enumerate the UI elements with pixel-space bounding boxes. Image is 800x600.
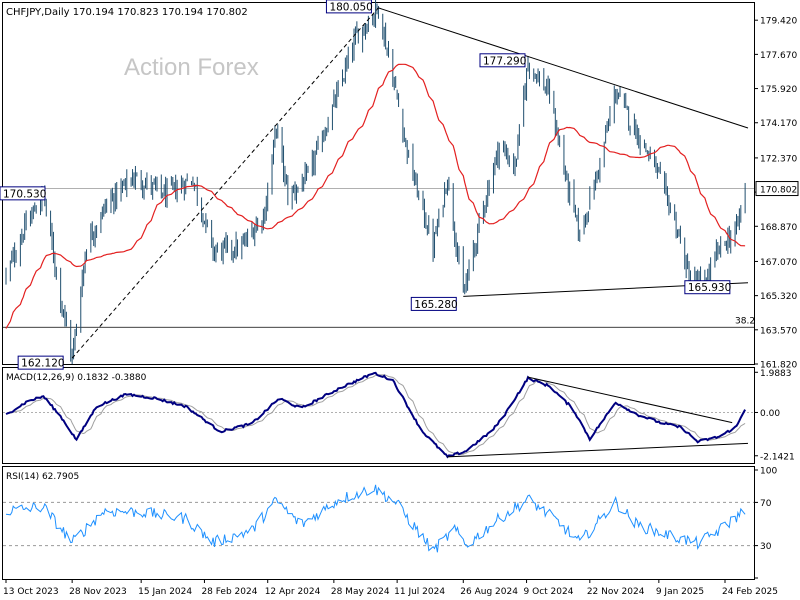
y-tick-label: 163.570 [760, 326, 797, 336]
macd-signal-line [5, 374, 746, 456]
rsi-tick-label: 30 [760, 542, 772, 552]
price-annotation: 180.050 [329, 1, 372, 13]
current-price-tag [755, 181, 799, 197]
price-annotation-box [684, 280, 731, 295]
fib-label: 38.2 [735, 316, 755, 326]
price-header: CHFJPY,Daily 170.194 170.823 170.194 170… [6, 7, 248, 18]
y-tick-label: 165.320 [760, 292, 797, 302]
macd-line [5, 371, 746, 459]
x-tick-label: 26 Aug 2024 [460, 587, 518, 597]
price-annotation-box [17, 355, 64, 370]
y-tick-label: 177.670 [760, 51, 797, 61]
macd-tick-label: -2.1421 [760, 452, 795, 462]
y-tick-label: 174.170 [760, 119, 797, 129]
macd-panel [2, 367, 755, 464]
x-tick-label: 24 Feb 2025 [722, 587, 778, 597]
x-tick-label: 11 Jul 2024 [394, 587, 445, 597]
macd-tick-label: 1.9883 [760, 369, 792, 379]
price-panel [2, 2, 755, 365]
x-tick-label: 9 Oct 2024 [524, 587, 574, 597]
current-price-label: 170.802 [760, 186, 797, 196]
price-annotation: 177.290 [483, 55, 526, 67]
price-annotation-box [0, 186, 46, 201]
price-annotation-box [479, 53, 526, 68]
price-annotation-box [325, 0, 372, 14]
macd-tick-label: 0.00 [760, 409, 780, 419]
price-annotation: 165.280 [414, 299, 457, 311]
price-annotation: 170.530 [3, 188, 46, 200]
trendline [378, 7, 749, 129]
x-tick-label: 13 Oct 2023 [3, 587, 59, 597]
x-tick-label: 28 Nov 2023 [69, 587, 127, 597]
x-tick-label: 28 May 2024 [331, 587, 390, 597]
y-tick-label: 172.370 [760, 154, 797, 164]
rsi-tick-label: 100 [760, 467, 777, 477]
macd-trendline [527, 376, 733, 424]
macd-trendline [447, 442, 749, 458]
x-tick-label: 28 Feb 2024 [201, 587, 257, 597]
y-tick-label: 161.820 [760, 361, 797, 371]
y-tick-label: 168.870 [760, 223, 797, 233]
x-tick-label: 12 Apr 2024 [265, 587, 321, 597]
price-annotation: 162.120 [21, 358, 64, 370]
x-tick-label: 15 Jan 2024 [138, 587, 192, 597]
watermark: Action Forex [124, 54, 259, 81]
x-tick-label: 22 Nov 2024 [587, 587, 645, 597]
macd-header: MACD(12,26,9) 0.1832 -0.3880 [6, 373, 147, 383]
y-tick-label: 175.920 [760, 85, 797, 95]
price-annotation-box [410, 296, 457, 311]
dashed-trendline [71, 7, 379, 359]
x-tick-label: 9 Jan 2025 [656, 587, 704, 597]
y-tick-label: 179.420 [760, 17, 797, 27]
rsi-header: RSI(14) 62.7905 [6, 472, 79, 482]
rsi-tick-label: 70 [760, 499, 772, 509]
y-tick-label: 167.070 [760, 258, 797, 268]
price-annotation: 165.930 [688, 282, 731, 294]
rsi-line [5, 484, 746, 553]
rsi-panel [2, 466, 755, 580]
moving-average-line [5, 63, 746, 329]
